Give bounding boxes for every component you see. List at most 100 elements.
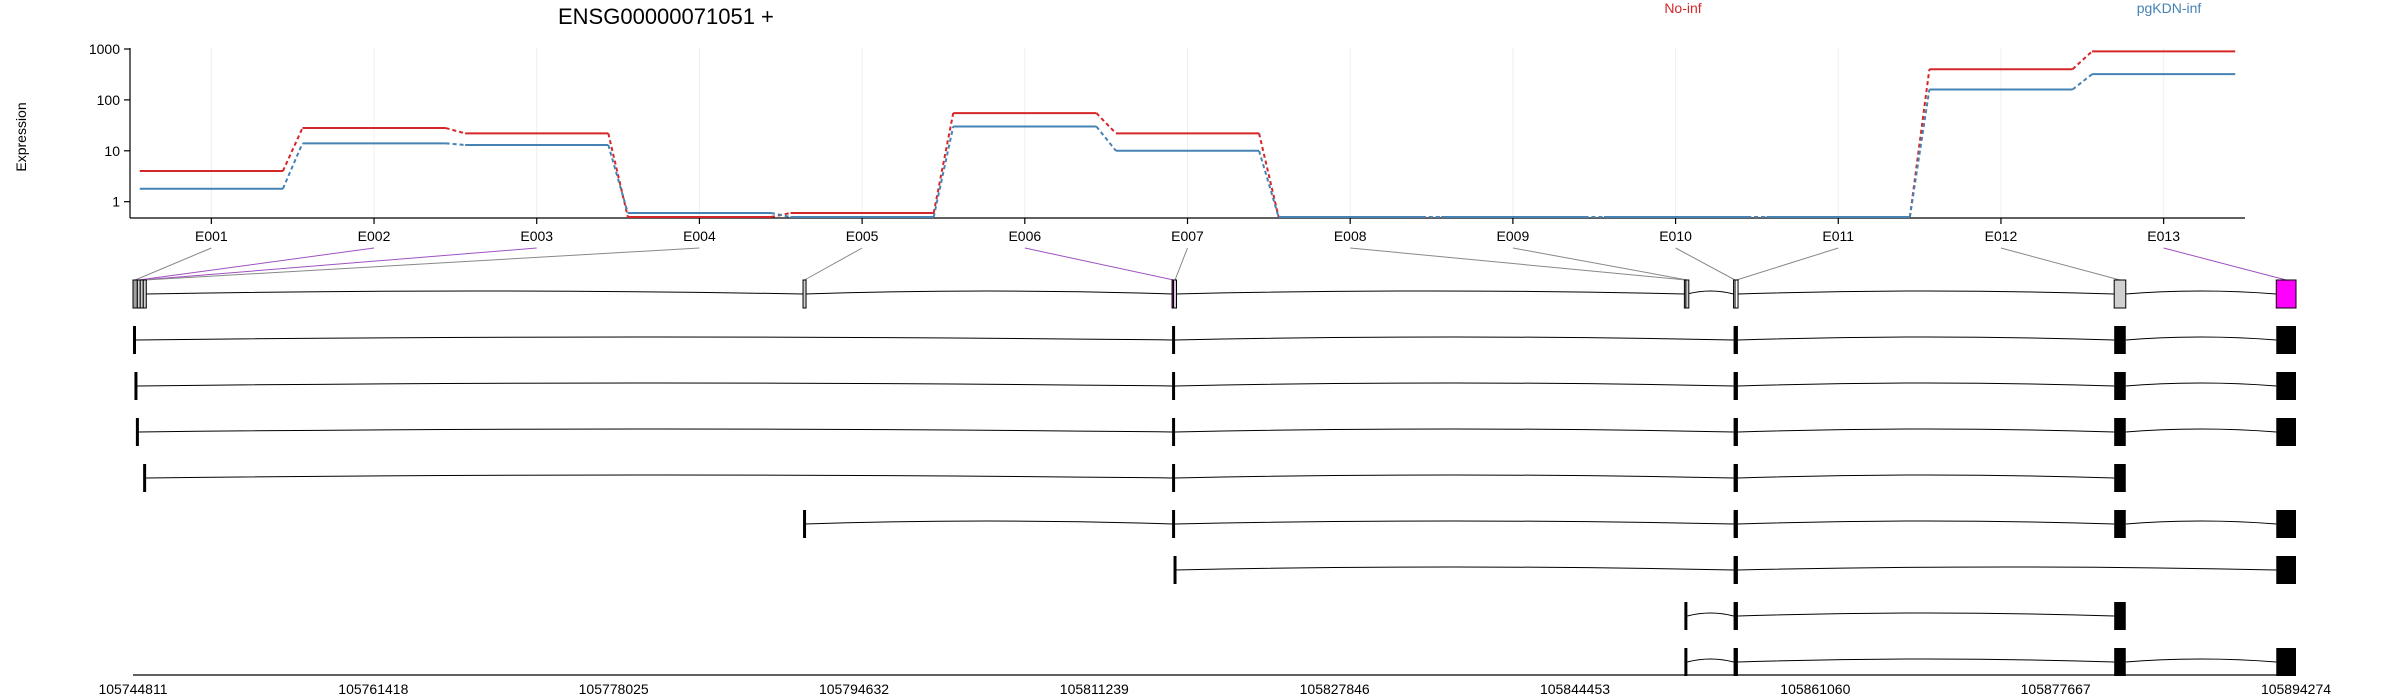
expression-series: [139, 50, 2236, 218]
transcript-exon: [1684, 648, 1688, 676]
transcript-exon: [2114, 464, 2126, 492]
legend-entry-pgkdn-inf: pgKDN-inf: [2137, 0, 2202, 16]
chart-title: ENSG00000071051 +: [558, 4, 774, 29]
exon-bin-label-e003: E003: [520, 228, 553, 244]
genomic-coordinate-axis: 105744811 105761418 105778025 105794632 1058…: [98, 674, 2331, 697]
transcript-exon: [1172, 372, 1176, 400]
transcript-exon: [2114, 602, 2126, 630]
transcript-exon: [1733, 648, 1738, 676]
series-connector: [607, 133, 629, 218]
exon-bin-label-e010: E010: [1659, 228, 1692, 244]
mapping-line: [1174, 247, 1188, 281]
series-connector: [2071, 50, 2093, 70]
exon-bin-label-e001: E001: [195, 228, 228, 244]
y-tick-label: 1000: [89, 41, 120, 57]
coordinate-label: 105794632: [819, 681, 889, 697]
grid-lines: [210, 48, 2165, 218]
transcript-models: [133, 326, 2296, 676]
mapping-line: [1350, 247, 1686, 281]
exon-e005: [802, 279, 807, 309]
exon-bin-label-e007: E007: [1171, 228, 1204, 244]
transcript-exon: [1172, 326, 1176, 354]
intron-line: [1737, 474, 2115, 479]
coordinate-label: 105844453: [1540, 681, 1610, 697]
intron-line: [2125, 290, 2277, 295]
intron-line: [1737, 658, 2115, 663]
transcript: [1173, 556, 2296, 584]
series-connector: [1258, 133, 1280, 218]
mapping-line: [1512, 247, 1688, 281]
mapping-line: [141, 247, 537, 281]
transcript-exon: [1733, 326, 1738, 354]
series-connector: [1258, 150, 1280, 218]
intron-line: [1687, 612, 1734, 617]
exon-e009: [1685, 279, 1690, 309]
mapping-line: [804, 247, 863, 281]
series-connector: [2071, 73, 2093, 91]
coordinate-label: 105778025: [579, 681, 649, 697]
coordinate-label: 105861060: [1780, 681, 1850, 697]
series-connector: [932, 126, 955, 218]
series-connector: [445, 127, 466, 135]
transcript-exon: [2114, 510, 2126, 538]
legend-entry-no-inf: No-inf: [1664, 0, 1701, 16]
coordinate-label: 105877667: [2021, 681, 2091, 697]
exon-bin-label-e012: E012: [1985, 228, 2018, 244]
mapping-line: [1024, 247, 1174, 281]
intron-line: [2125, 658, 2277, 663]
intron-line: [804, 520, 1173, 525]
exon-bin-label-e002: E002: [358, 228, 391, 244]
coordinate-label: 105761418: [338, 681, 408, 697]
exon-bin-label-e006: E006: [1008, 228, 1041, 244]
intron-line: [146, 474, 1173, 479]
mapping-line: [134, 247, 212, 281]
exon-bin-labels: E001 E002 E003 E004 E005 E006 E007 E008 E009 E010…: [195, 218, 2180, 244]
series-connector: [282, 127, 304, 172]
transcript-exon: [2114, 326, 2126, 354]
transcript-exon: [133, 326, 136, 354]
exon-bin-label-e013: E013: [2147, 228, 2180, 244]
transcript-exon: [135, 418, 139, 446]
transcript-exon: [2276, 326, 2296, 354]
intron-line: [2125, 428, 2277, 433]
transcript-exon: [2114, 418, 2126, 446]
intron-line: [1737, 612, 2115, 617]
transcript-exon: [1173, 556, 1177, 584]
coordinate-label: 105894274: [2261, 681, 2331, 697]
transcript: [135, 418, 2296, 446]
intron-line: [1737, 336, 2115, 341]
mapping-line: [2163, 247, 2287, 281]
y-tick-label: 10: [104, 143, 120, 159]
coordinate-label: 105827846: [1300, 681, 1370, 697]
y-tick-label: 100: [97, 92, 121, 108]
series-connector: [445, 142, 466, 146]
mapping-line: [2000, 247, 2121, 281]
intron-line: [1174, 474, 1734, 479]
intron-line: [137, 382, 1173, 387]
transcript: [803, 510, 2296, 538]
transcript-exon: [2276, 510, 2296, 538]
exon-mapping-lines: [134, 247, 2287, 281]
transcript: [133, 326, 2296, 354]
transcript-exon: [1684, 602, 1688, 630]
intron-line: [1174, 520, 1734, 525]
transcript: [1684, 648, 2296, 676]
intron-line: [1174, 382, 1734, 387]
intron-line: [1174, 336, 1734, 341]
intron-line: [1687, 290, 1734, 295]
transcript-exon: [2114, 372, 2126, 400]
intron-line: [1174, 566, 1734, 571]
exon-bin-label-e008: E008: [1334, 228, 1367, 244]
transcript-exon: [1172, 464, 1176, 492]
intron-line: [135, 336, 1173, 341]
transcript-exon: [803, 510, 807, 538]
exon-e001: [132, 279, 138, 309]
series-connector: [607, 144, 629, 214]
exon-e012: [2113, 279, 2127, 309]
transcript-exon: [1733, 372, 1738, 400]
exon-bin-label-e004: E004: [683, 228, 716, 244]
intron-line: [1174, 428, 1734, 433]
series-connector: [1095, 125, 1117, 152]
series-connector: [1095, 112, 1117, 135]
